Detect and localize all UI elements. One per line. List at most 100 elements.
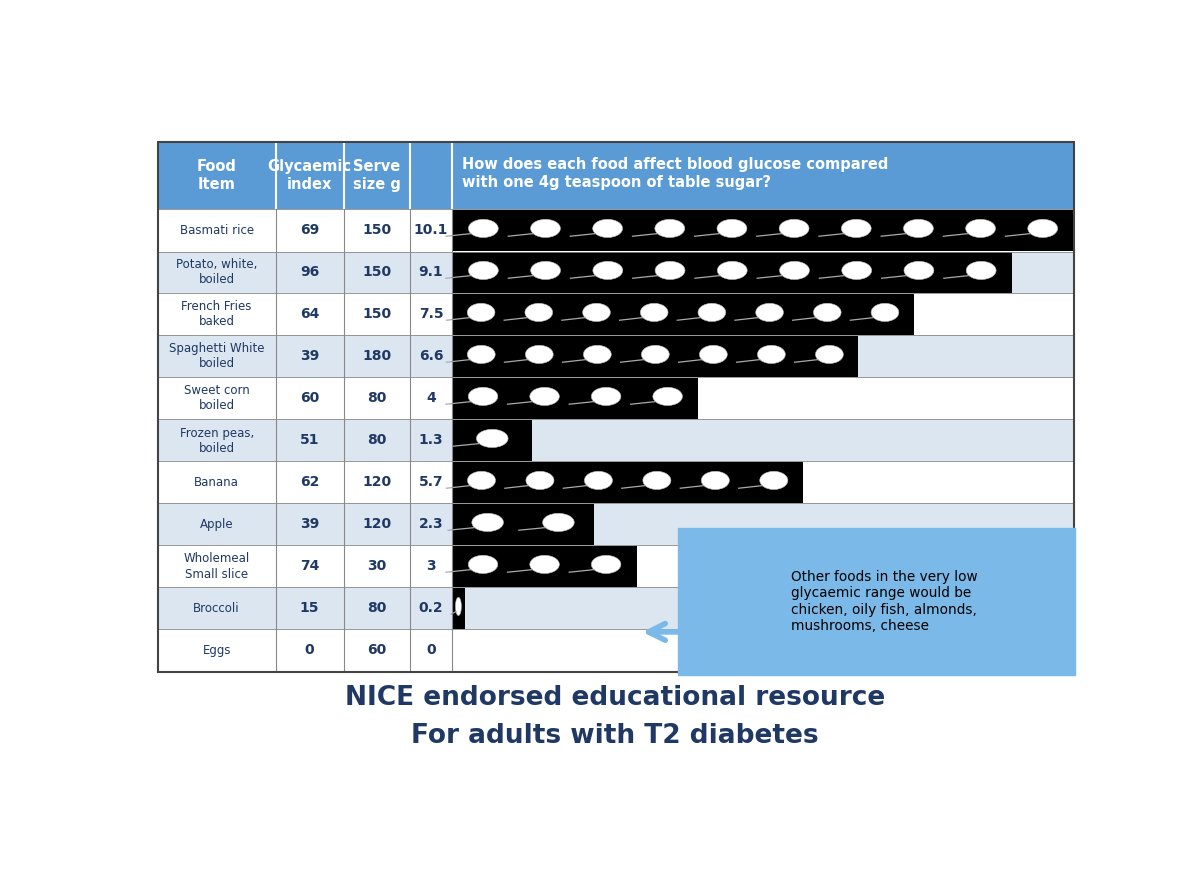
FancyBboxPatch shape <box>452 629 1074 672</box>
Ellipse shape <box>583 346 611 363</box>
Ellipse shape <box>904 220 934 237</box>
Text: 9.1: 9.1 <box>419 266 443 279</box>
FancyBboxPatch shape <box>157 252 452 293</box>
Ellipse shape <box>814 303 841 322</box>
Ellipse shape <box>760 471 788 490</box>
FancyBboxPatch shape <box>452 504 594 545</box>
Ellipse shape <box>655 261 685 279</box>
Ellipse shape <box>966 261 996 279</box>
Ellipse shape <box>700 346 727 363</box>
Text: 30: 30 <box>367 559 386 573</box>
FancyBboxPatch shape <box>452 587 1074 629</box>
Ellipse shape <box>701 471 730 490</box>
FancyBboxPatch shape <box>452 294 913 335</box>
Text: 180: 180 <box>362 349 391 363</box>
Ellipse shape <box>904 261 934 279</box>
Ellipse shape <box>653 387 683 406</box>
FancyBboxPatch shape <box>452 377 1074 419</box>
Ellipse shape <box>468 471 496 490</box>
Text: 69: 69 <box>300 223 319 237</box>
Text: Food
Item: Food Item <box>197 159 236 192</box>
FancyBboxPatch shape <box>452 253 1013 292</box>
Text: 150: 150 <box>362 307 391 322</box>
Text: 64: 64 <box>300 307 319 322</box>
Ellipse shape <box>841 220 871 237</box>
Text: 150: 150 <box>362 266 391 279</box>
Text: 4: 4 <box>426 392 436 406</box>
Text: 60: 60 <box>300 392 319 406</box>
FancyBboxPatch shape <box>452 378 698 419</box>
Ellipse shape <box>583 303 611 322</box>
Text: 150: 150 <box>362 223 391 237</box>
Ellipse shape <box>526 471 554 490</box>
Ellipse shape <box>529 556 559 573</box>
Ellipse shape <box>467 346 496 363</box>
Ellipse shape <box>841 261 871 279</box>
Ellipse shape <box>718 261 748 279</box>
Text: Wholemeal
Small slice: Wholemeal Small slice <box>184 553 250 580</box>
Text: 39: 39 <box>300 349 319 363</box>
Ellipse shape <box>1028 220 1057 237</box>
Ellipse shape <box>593 220 623 237</box>
Text: Apple: Apple <box>200 518 234 531</box>
FancyBboxPatch shape <box>452 419 1074 462</box>
Text: 1.3: 1.3 <box>419 433 443 447</box>
Text: 80: 80 <box>367 392 386 406</box>
FancyBboxPatch shape <box>157 629 452 672</box>
Text: 2.3: 2.3 <box>419 517 443 532</box>
Text: 5.7: 5.7 <box>419 476 443 489</box>
Ellipse shape <box>468 261 498 279</box>
Text: Broccoli: Broccoli <box>193 602 240 615</box>
Text: 0: 0 <box>426 643 436 657</box>
Text: French Fries
baked: French Fries baked <box>181 300 252 329</box>
Text: 0: 0 <box>305 643 314 657</box>
Ellipse shape <box>456 597 461 616</box>
Text: Glycaemic
index: Glycaemic index <box>268 159 352 192</box>
Ellipse shape <box>757 346 785 363</box>
Text: 10.1: 10.1 <box>414 223 448 237</box>
FancyBboxPatch shape <box>157 419 452 462</box>
Ellipse shape <box>718 220 746 237</box>
FancyBboxPatch shape <box>452 420 533 461</box>
Text: Sweet corn
boiled: Sweet corn boiled <box>184 385 250 413</box>
Ellipse shape <box>779 220 809 237</box>
FancyBboxPatch shape <box>452 336 1074 377</box>
Text: Frozen peas,
boiled: Frozen peas, boiled <box>180 426 253 455</box>
Ellipse shape <box>472 513 504 532</box>
Text: Other foods in the very low
glycaemic range would be
chicken, oily fish, almonds: Other foods in the very low glycaemic ra… <box>791 570 978 633</box>
Ellipse shape <box>529 387 559 406</box>
FancyBboxPatch shape <box>452 293 1074 336</box>
Ellipse shape <box>642 346 670 363</box>
Ellipse shape <box>871 303 899 322</box>
FancyBboxPatch shape <box>452 209 1074 252</box>
FancyBboxPatch shape <box>452 252 1074 293</box>
Text: 0.2: 0.2 <box>419 602 443 616</box>
FancyBboxPatch shape <box>157 336 452 377</box>
Ellipse shape <box>756 303 784 322</box>
Text: 51: 51 <box>300 433 319 447</box>
Text: Basmati rice: Basmati rice <box>180 224 253 237</box>
FancyBboxPatch shape <box>452 337 858 377</box>
Ellipse shape <box>592 387 620 406</box>
Ellipse shape <box>780 261 810 279</box>
Text: For adults with T2 diabetes: For adults with T2 diabetes <box>412 723 818 750</box>
Text: 6.6: 6.6 <box>419 349 443 363</box>
Ellipse shape <box>468 556 498 573</box>
FancyBboxPatch shape <box>678 528 1074 674</box>
Ellipse shape <box>530 220 560 237</box>
Ellipse shape <box>542 513 575 532</box>
FancyBboxPatch shape <box>452 588 464 629</box>
Text: 7.5: 7.5 <box>419 307 443 322</box>
FancyBboxPatch shape <box>157 209 452 252</box>
Text: NICE endorsed educational resource: NICE endorsed educational resource <box>344 685 886 711</box>
Text: Eggs: Eggs <box>203 644 230 657</box>
Text: Potato, white,
boiled: Potato, white, boiled <box>176 259 257 286</box>
Text: 96: 96 <box>300 266 319 279</box>
FancyBboxPatch shape <box>157 293 452 336</box>
Ellipse shape <box>584 471 612 490</box>
Ellipse shape <box>524 303 553 322</box>
Ellipse shape <box>526 346 553 363</box>
Text: Serve
size g: Serve size g <box>353 159 401 192</box>
FancyBboxPatch shape <box>157 377 452 419</box>
Text: Spaghetti White
boiled: Spaghetti White boiled <box>169 343 264 370</box>
